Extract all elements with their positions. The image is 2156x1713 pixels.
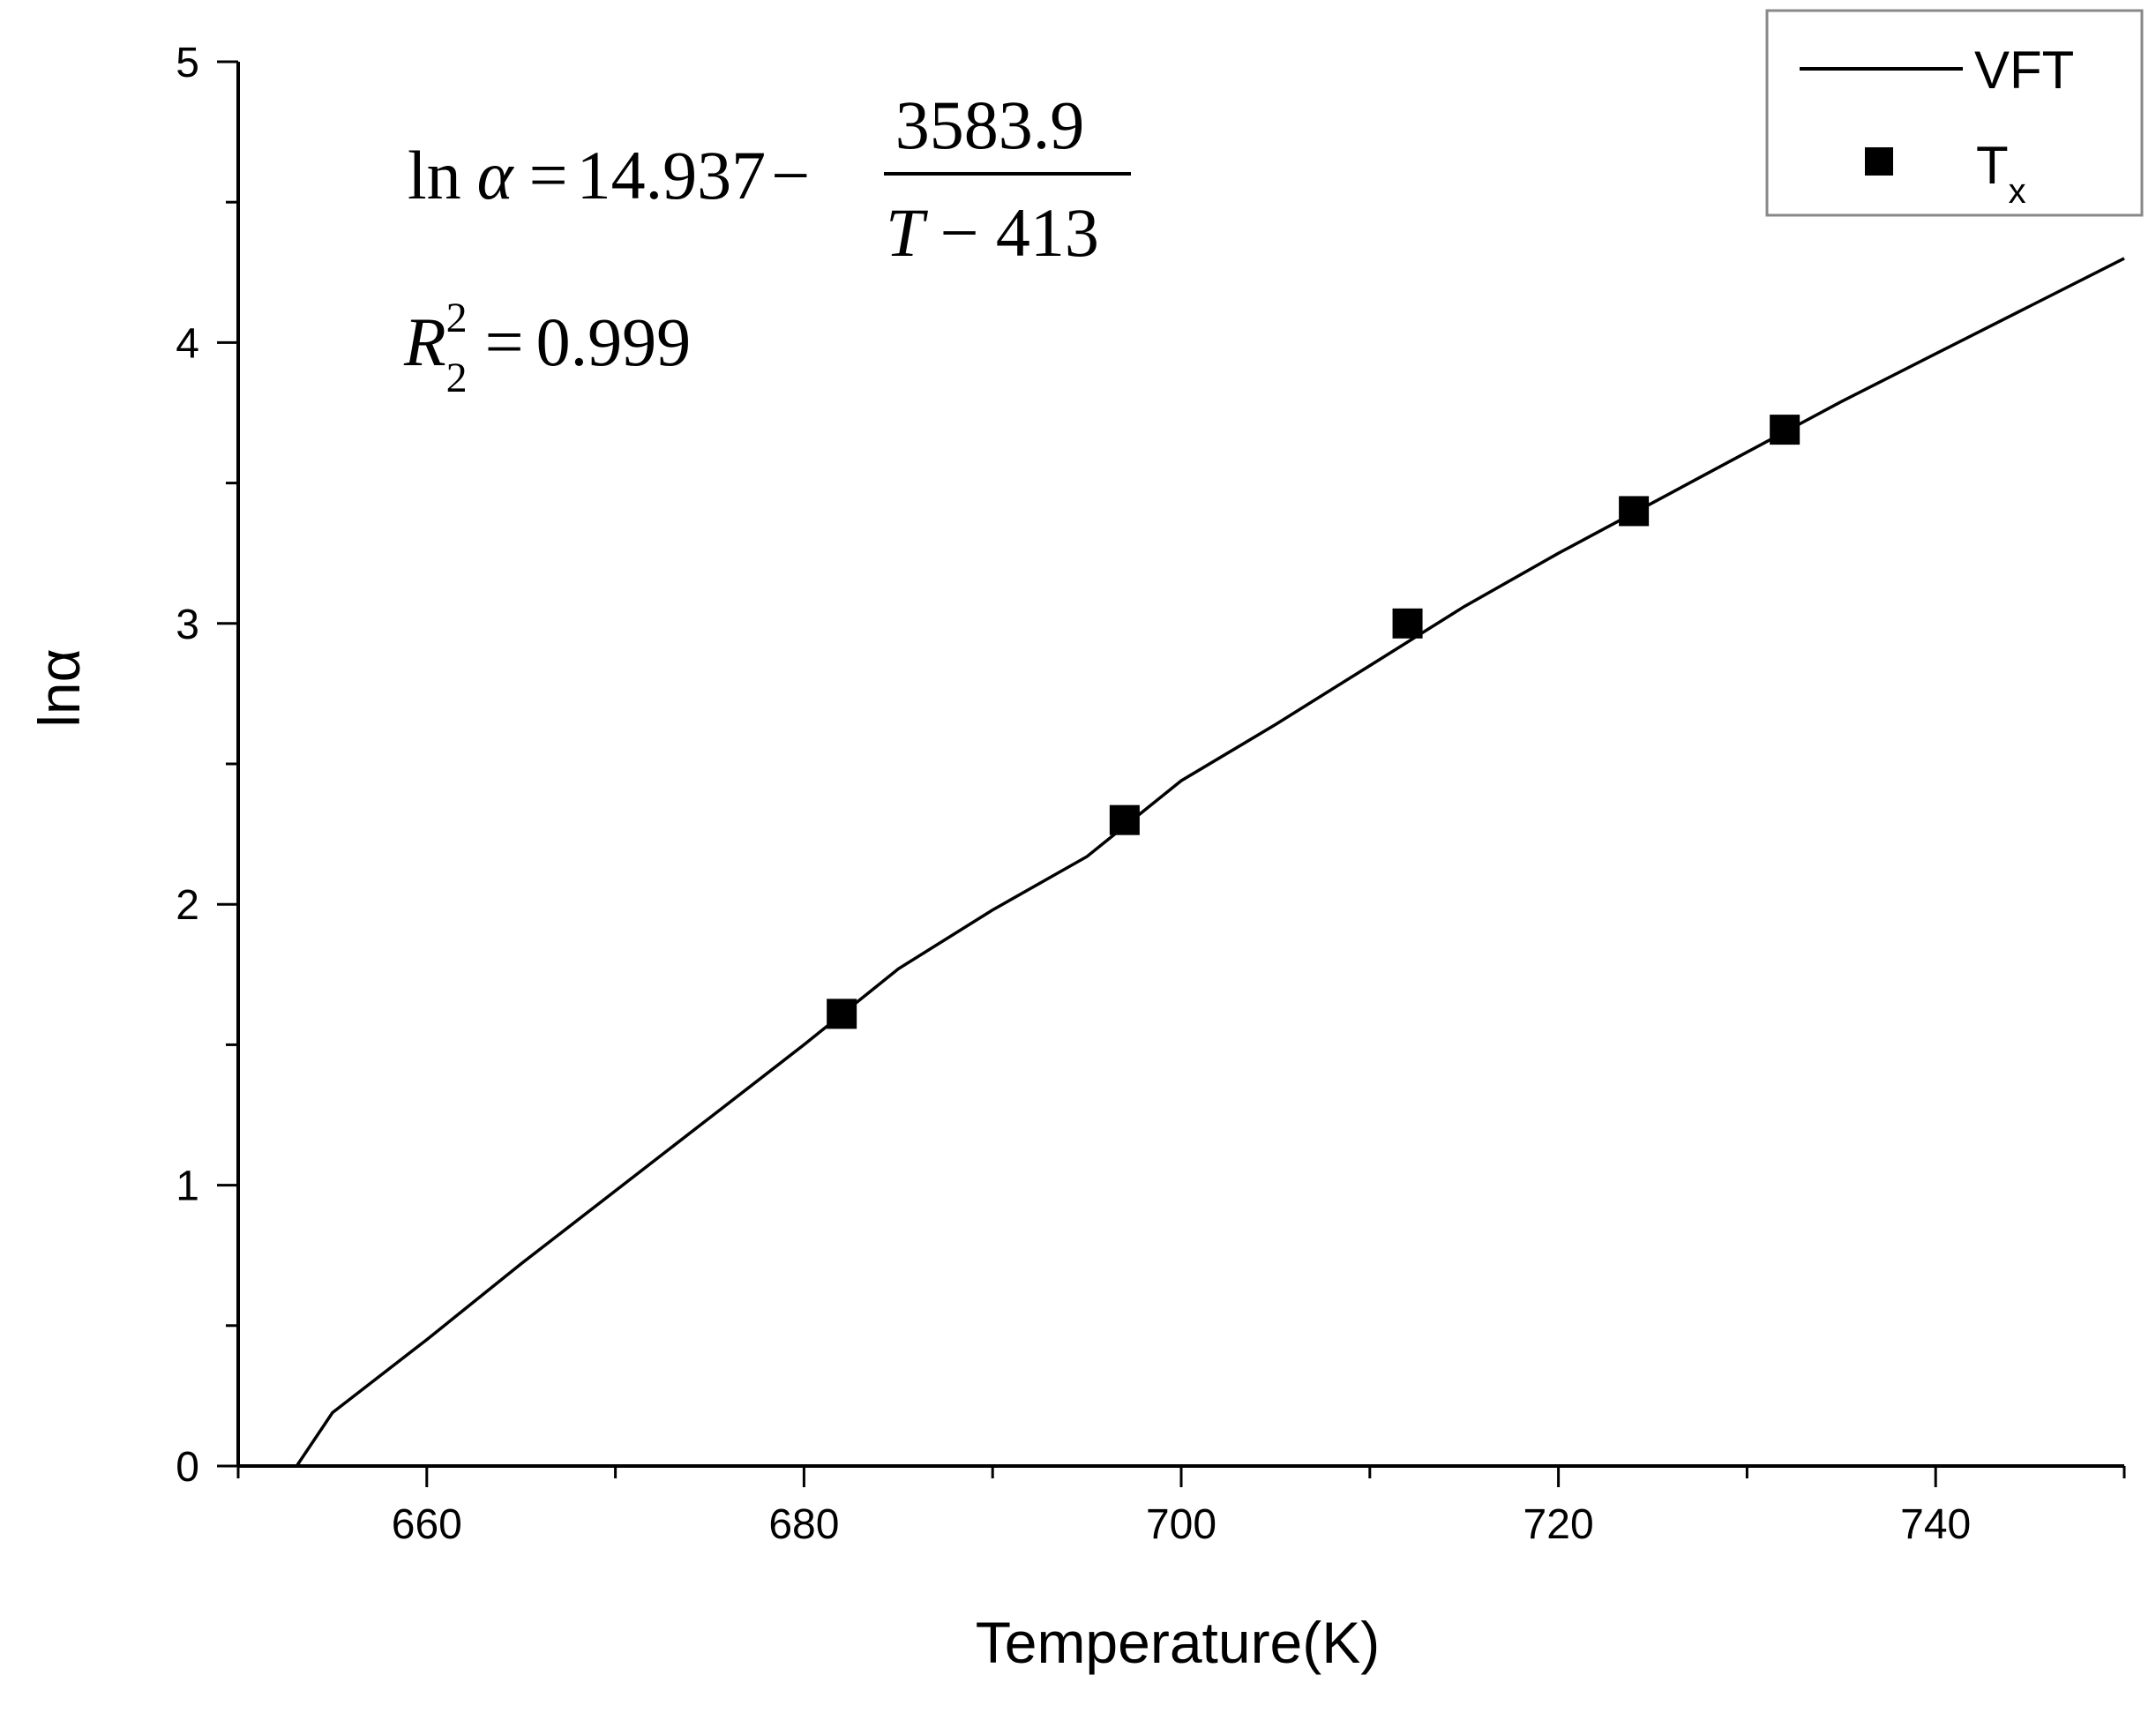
vft-curve: [295, 257, 2125, 1467]
x-ticks: 660 680 700 720 740: [236, 1466, 2126, 1548]
equation-denominator: T − 413: [886, 194, 1099, 271]
y-tick-label: 5: [176, 40, 199, 86]
plot-area: [295, 257, 2125, 1467]
r-squared-annotation: R2 2 = 0.999: [403, 295, 691, 401]
x-tick-label: 720: [1523, 1501, 1594, 1548]
x-axis-label: Temperature(K): [976, 1610, 1381, 1675]
tx-markers: [827, 415, 1800, 1029]
equation-annotation: ln α = 14.937− 3583.9 T − 413 R2 2 = 0.999: [403, 86, 1131, 401]
y-tick-label: 0: [176, 1444, 199, 1491]
tx-marker: [1392, 608, 1423, 639]
x-tick-label: 680: [768, 1501, 839, 1548]
equation-numerator: 3583.9: [895, 86, 1085, 163]
legend-label-vft: VFT: [1974, 41, 2074, 100]
tx-marker: [1109, 804, 1140, 835]
axes: 660 680 700 720 740 0 1 2 3 4 5: [176, 40, 2126, 1548]
tx-marker: [1770, 415, 1800, 445]
y-ticks: 0 1 2 3 4 5: [176, 40, 238, 1491]
legend: VFT Tx: [1765, 9, 2144, 217]
legend-marker-swatch: [1865, 147, 1893, 176]
tx-marker: [1619, 496, 1650, 527]
tx-marker: [827, 999, 857, 1029]
x-tick-label: 740: [1900, 1501, 1971, 1548]
y-axis-label: lnα: [26, 648, 92, 728]
y-tick-label: 2: [176, 882, 199, 929]
y-tick-label: 3: [176, 602, 199, 648]
equation-lhs: ln α = 14.937−: [408, 137, 810, 213]
legend-label-tx: Tx: [1976, 136, 2026, 211]
y-tick-label: 1: [176, 1163, 199, 1210]
y-tick-label: 4: [176, 320, 199, 367]
x-tick-label: 700: [1146, 1501, 1216, 1548]
legend-box: [1765, 9, 2144, 217]
x-tick-label: 660: [392, 1501, 462, 1548]
